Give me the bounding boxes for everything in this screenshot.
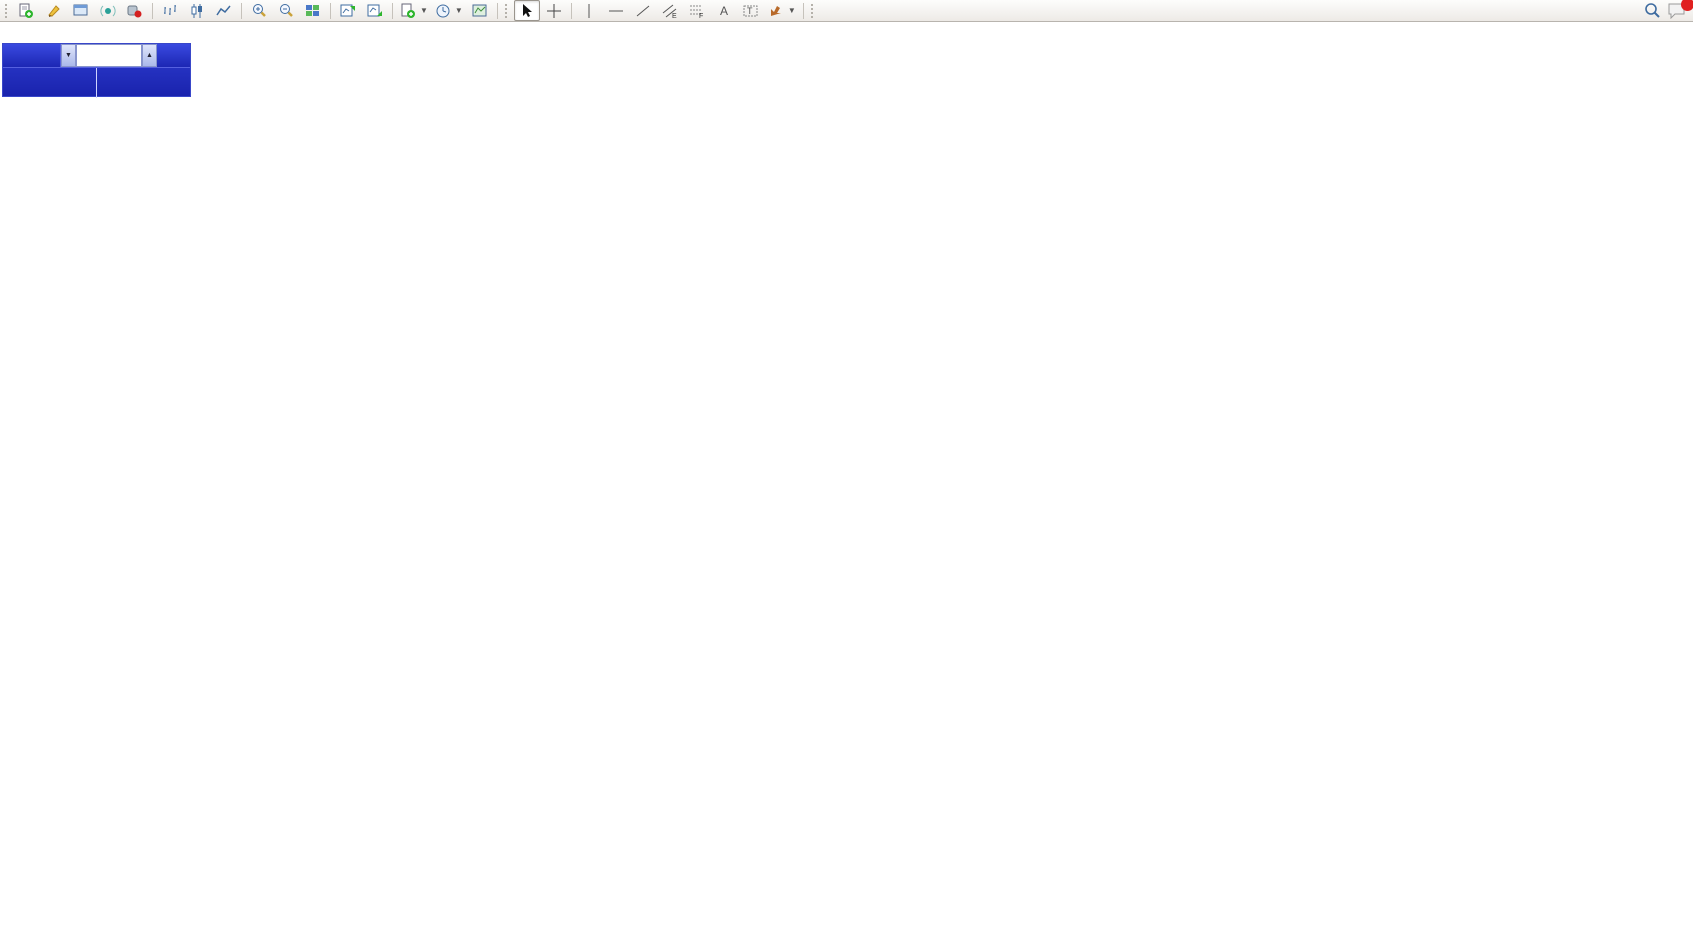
bar-chart-button[interactable] bbox=[157, 0, 183, 21]
svg-text:E: E bbox=[672, 13, 677, 19]
toolbar-separator bbox=[392, 2, 393, 19]
dropdown-caret-icon: ▼ bbox=[454, 6, 463, 15]
dropdown-caret-icon: ▼ bbox=[420, 6, 428, 15]
horizontal-line-button[interactable] bbox=[603, 0, 629, 21]
toolbar-separator bbox=[330, 2, 331, 19]
vertical-line-button[interactable] bbox=[576, 0, 602, 21]
sell-price[interactable] bbox=[3, 68, 97, 98]
buy-button[interactable] bbox=[157, 44, 190, 67]
templates-button[interactable] bbox=[467, 0, 493, 21]
cursor-arrow-icon bbox=[522, 3, 532, 17]
zoom-out-icon bbox=[280, 3, 293, 17]
chat-button[interactable] bbox=[1667, 0, 1693, 19]
bar-chart-icon bbox=[164, 4, 176, 15]
tile-windows-icon bbox=[306, 4, 319, 16]
line-chart-button[interactable] bbox=[211, 0, 237, 21]
main-toolbar: ▼ ▼ E bbox=[0, 0, 1693, 22]
buy-price[interactable] bbox=[97, 68, 190, 98]
toolbar-grip bbox=[5, 3, 10, 18]
candlestick-chart-button[interactable] bbox=[184, 0, 210, 21]
crosshair-icon bbox=[546, 3, 561, 18]
data-window-icon bbox=[340, 4, 355, 16]
cursor-button[interactable] bbox=[513, 0, 540, 21]
candlestick-chart-icon bbox=[191, 3, 202, 18]
svg-text:A: A bbox=[720, 4, 728, 18]
periods-button[interactable]: ▼ bbox=[432, 0, 466, 21]
indicator-window-icon bbox=[367, 4, 382, 16]
data-window-button[interactable] bbox=[335, 0, 361, 21]
dropdown-caret-icon: ▼ bbox=[787, 6, 796, 15]
terminal-button[interactable] bbox=[68, 0, 94, 21]
terminal-icon bbox=[73, 4, 88, 15]
arrows-tool-icon bbox=[770, 5, 781, 16]
one-click-trading-panel: ▼ ▲ bbox=[2, 43, 191, 98]
equidistant-channel-icon: E bbox=[662, 4, 677, 19]
text-label-button[interactable]: T bbox=[738, 0, 764, 21]
fibonacci-button[interactable]: F bbox=[684, 0, 710, 21]
zoom-in-button[interactable] bbox=[246, 0, 272, 21]
toolbar-right-group bbox=[1644, 0, 1693, 19]
toolbar-grip bbox=[810, 3, 816, 18]
text-icon: A bbox=[720, 4, 728, 18]
clock-icon bbox=[436, 4, 450, 17]
toolbar-grip bbox=[504, 3, 510, 18]
horizontal-line-icon bbox=[608, 10, 623, 11]
toolbar-separator bbox=[802, 2, 804, 19]
svg-text:F: F bbox=[699, 13, 703, 19]
volume-down-button[interactable]: ▼ bbox=[61, 44, 76, 67]
toolbar-separator bbox=[152, 2, 153, 19]
zoom-out-button[interactable] bbox=[273, 0, 299, 21]
signal-icon bbox=[100, 5, 116, 16]
trendline-icon bbox=[636, 5, 650, 16]
fibonacci-icon: F bbox=[689, 5, 703, 19]
line-chart-icon bbox=[216, 5, 231, 15]
zoom-in-icon bbox=[253, 3, 266, 17]
vertical-line-icon bbox=[588, 3, 590, 18]
template-icon bbox=[472, 4, 487, 16]
chat-badge bbox=[1681, 0, 1693, 11]
text-button[interactable]: A bbox=[711, 0, 737, 21]
search-icon[interactable] bbox=[1644, 2, 1661, 19]
add-indicator-button[interactable]: ▼ bbox=[397, 0, 431, 21]
sell-button[interactable] bbox=[3, 44, 61, 67]
toolbar-separator bbox=[496, 2, 498, 19]
new-order-button[interactable] bbox=[14, 0, 40, 21]
new-order-icon bbox=[19, 3, 33, 18]
toolbar-separator bbox=[241, 2, 242, 19]
volume-up-button[interactable]: ▲ bbox=[142, 44, 157, 67]
arrows-tool-button[interactable]: ▼ bbox=[765, 0, 799, 21]
trendline-button[interactable] bbox=[630, 0, 656, 21]
add-indicator-icon bbox=[401, 3, 415, 18]
channel-button[interactable]: E bbox=[657, 0, 683, 21]
crosshair-button[interactable] bbox=[541, 0, 567, 21]
signals-button[interactable] bbox=[95, 0, 121, 21]
tile-windows-button[interactable] bbox=[300, 0, 326, 21]
text-label-icon: T bbox=[743, 5, 758, 16]
autotrading-icon bbox=[127, 5, 141, 17]
crayon-icon bbox=[48, 4, 60, 17]
svg-text:T: T bbox=[747, 6, 753, 16]
styler-button[interactable] bbox=[41, 0, 67, 21]
autotrading-button[interactable] bbox=[122, 0, 148, 21]
toolbar-separator bbox=[570, 2, 572, 19]
indicator-window-button[interactable] bbox=[362, 0, 388, 21]
volume-input[interactable] bbox=[76, 44, 142, 67]
